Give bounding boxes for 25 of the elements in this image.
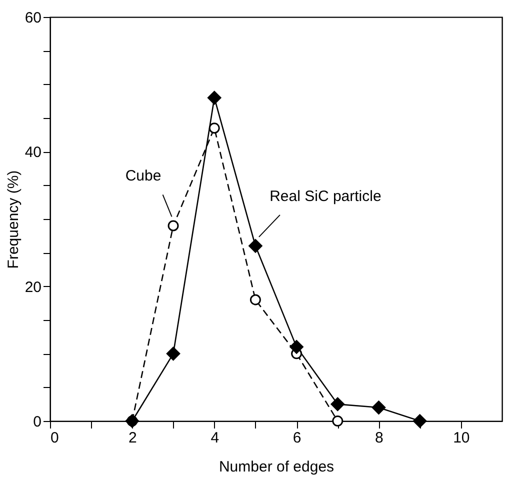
x-tick-label: 8 bbox=[375, 430, 384, 446]
y-tick-label: 0 bbox=[33, 414, 42, 430]
point bbox=[250, 294, 261, 306]
x-tick-label: 0 bbox=[50, 430, 59, 446]
x-tick-label: 10 bbox=[453, 430, 470, 446]
x-tick-label: 2 bbox=[128, 430, 137, 446]
y-tick-label: 40 bbox=[24, 144, 42, 162]
point bbox=[330, 397, 345, 412]
y-tick-label: 60 bbox=[24, 10, 42, 26]
series-label: Real SiC particle bbox=[270, 188, 382, 205]
point bbox=[332, 416, 344, 426]
x-axis-title: Number of edges bbox=[218, 458, 334, 476]
point bbox=[290, 340, 304, 354]
series-label: Cube bbox=[125, 168, 162, 185]
y-axis-title: Frequency (%) bbox=[4, 170, 22, 269]
point bbox=[208, 122, 220, 134]
x-tick-label: 6 bbox=[292, 430, 302, 446]
x-tick-label: 4 bbox=[210, 430, 220, 446]
point bbox=[168, 220, 179, 232]
y-tick-label: 20 bbox=[24, 278, 42, 296]
point bbox=[166, 346, 180, 361]
point bbox=[207, 90, 222, 105]
point bbox=[248, 239, 262, 253]
point bbox=[372, 400, 386, 414]
point bbox=[412, 414, 427, 428]
